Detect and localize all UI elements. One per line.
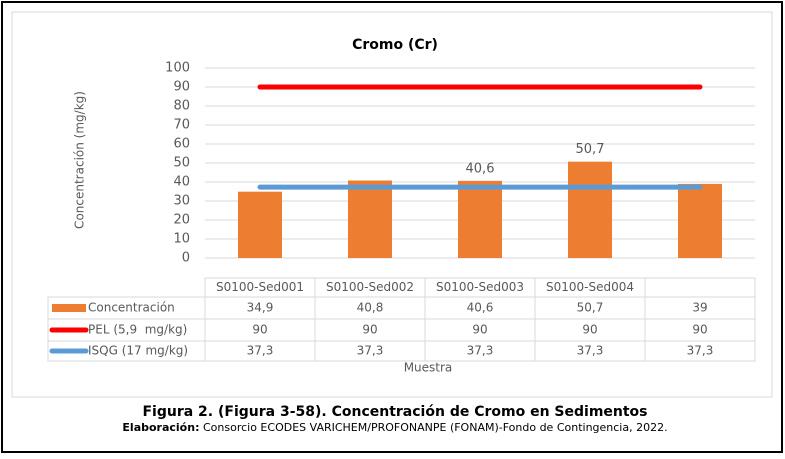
legend-label: Concentración: [88, 301, 175, 315]
y-tick-label: 70: [173, 118, 190, 133]
y-tick-label: 10: [173, 232, 190, 247]
table-value: 90: [472, 323, 487, 337]
source-label: Elaboración:: [122, 421, 199, 434]
x-tick-label: S0100-Sed001: [216, 280, 304, 294]
table-value: 90: [362, 323, 377, 337]
y-axis-label: Concentración (mg/kg): [73, 91, 87, 229]
bar: [348, 180, 392, 258]
x-axis-label: Muestra: [404, 361, 453, 375]
chart-title: Cromo (Cr): [352, 37, 438, 53]
caption-title: Figura 2. (Figura 3-58). Concentración d…: [142, 404, 647, 420]
table-cell: [644, 340, 756, 362]
source-text: Consorcio ECODES VARICHEM/PROFONANPE (FO…: [199, 421, 667, 434]
table-value: 50,7: [577, 301, 604, 315]
y-tick-label: 60: [173, 137, 190, 152]
table-value: 40,6: [467, 301, 494, 315]
table-value: 37,3: [577, 344, 604, 358]
y-tick-label: 0: [182, 251, 190, 266]
table-value: 90: [692, 323, 707, 337]
table-value: 34,9: [247, 301, 274, 315]
legend-label: ISQG (17 mg/kg): [88, 344, 188, 358]
caption-source: Elaboración: Consorcio ECODES VARICHEM/P…: [122, 421, 667, 434]
bar: [568, 161, 612, 258]
x-tick-label: S0100-Sed004: [546, 280, 634, 294]
y-tick-label: 90: [173, 80, 190, 95]
y-tick-label: 40: [173, 175, 190, 190]
legend-label: PEL (5,9 mg/kg): [88, 323, 187, 337]
x-tick-label: S0100-Sed002: [326, 280, 414, 294]
x-tick-label: S0100-Sed003: [436, 280, 524, 294]
y-tick-label: 50: [173, 156, 190, 171]
data-label: 40,6: [466, 161, 495, 176]
bar: [458, 180, 502, 258]
table-value: 37,3: [467, 344, 494, 358]
bar: [678, 183, 722, 258]
y-tick-label: 100: [165, 61, 190, 76]
y-tick-label: 80: [173, 99, 190, 114]
table-value: 37,3: [247, 344, 274, 358]
table-value: 90: [582, 323, 597, 337]
table-value: 39: [692, 301, 707, 315]
table-value: 40,8: [357, 301, 384, 315]
y-tick-label: 30: [173, 194, 190, 209]
table-value: 37,3: [687, 344, 714, 358]
bar: [238, 191, 282, 258]
data-label: 50,7: [576, 142, 605, 157]
table-value: 90: [252, 323, 267, 337]
legend-swatch: [52, 304, 86, 312]
table-value: 37,3: [357, 344, 384, 358]
y-tick-label: 20: [173, 213, 190, 228]
